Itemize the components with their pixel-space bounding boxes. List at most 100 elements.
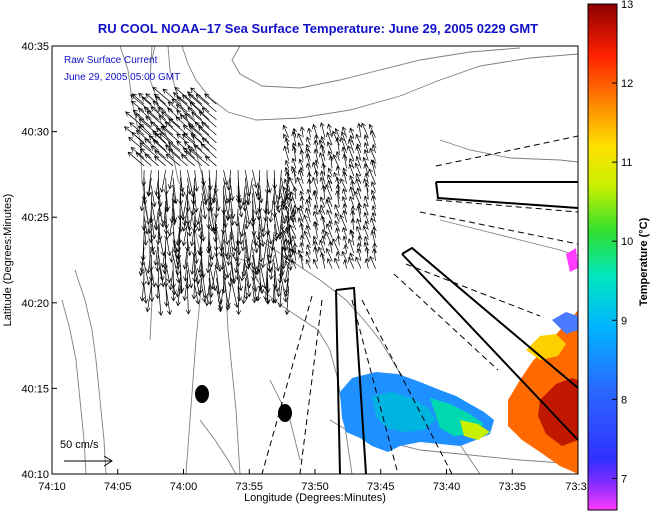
current-vector (160, 125, 181, 143)
current-vector (146, 170, 152, 197)
current-vector (368, 123, 376, 138)
current-vector (206, 231, 212, 252)
current-vector (182, 247, 188, 270)
current-vector (336, 235, 342, 246)
current-vector (354, 162, 362, 177)
current-vector (152, 100, 166, 113)
current-vector (207, 170, 213, 191)
current-vector (154, 95, 174, 113)
current-vector (291, 142, 297, 154)
current-vector (163, 216, 169, 235)
current-vector (281, 239, 286, 270)
current-vector (201, 177, 209, 204)
current-vector (282, 229, 290, 246)
current-vector (226, 177, 232, 203)
current-vector (303, 214, 311, 231)
current-vector (169, 193, 175, 224)
current-vector (130, 94, 152, 113)
current-vector (335, 227, 341, 238)
radar-beams (335, 181, 579, 475)
current-vector (131, 131, 152, 151)
current-vector (146, 110, 166, 128)
current-vector (227, 270, 233, 287)
current-vector (187, 262, 194, 289)
current-vector (127, 151, 145, 167)
current-vector (305, 198, 311, 215)
current-vector (334, 220, 340, 231)
current-vector (291, 235, 297, 246)
current-vector (195, 94, 217, 113)
current-vector (335, 183, 341, 200)
current-vector (283, 262, 290, 284)
current-vector (184, 150, 203, 167)
current-vector (362, 225, 369, 238)
current-vector (163, 270, 169, 288)
current-vector (246, 177, 253, 206)
x-tick-label: 73:55 (235, 481, 263, 493)
current-vector (179, 200, 187, 227)
current-vector (305, 259, 311, 269)
current-vector (306, 136, 311, 146)
current-vector (200, 143, 217, 159)
current-vector (157, 216, 163, 241)
current-vector (201, 121, 217, 136)
current-vector (292, 127, 298, 138)
current-vector (139, 148, 152, 159)
current-vector (155, 127, 174, 143)
current-vector (349, 195, 355, 208)
x-axis: 74:10 74:05 74:00 73:55 73:50 73:45 73:40 73:35… (38, 469, 587, 493)
current-vector (272, 170, 278, 190)
current-vector (237, 216, 244, 246)
current-vector (348, 163, 355, 177)
current-vector (318, 152, 326, 169)
current-vector (145, 285, 152, 313)
current-vector (299, 126, 305, 138)
current-vector (241, 285, 247, 305)
current-vector (363, 149, 369, 161)
current-vector (335, 136, 341, 154)
current-vector (341, 126, 347, 138)
colorbar-ticks: 13 12 11 10 9 8 7 (612, 0, 633, 485)
current-vector (291, 259, 297, 269)
current-vector (160, 247, 167, 269)
current-vector (237, 270, 244, 292)
current-vector (258, 185, 264, 204)
current-vector (312, 258, 318, 269)
current-vector (185, 185, 191, 212)
current-vector (137, 107, 152, 120)
current-vector (348, 256, 355, 269)
radar-dashed-lines (261, 135, 578, 474)
current-vector (182, 277, 188, 302)
current-vector (192, 134, 210, 151)
current-vector (134, 113, 152, 128)
current-vector (216, 270, 222, 295)
current-vector (317, 246, 326, 262)
current-vector (176, 133, 188, 143)
current-vector (341, 196, 347, 208)
current-vector (193, 239, 199, 265)
current-vector (230, 200, 236, 220)
current-vector (355, 225, 362, 238)
current-vector (191, 111, 210, 128)
current-vector (188, 93, 210, 113)
current-vector (140, 231, 146, 262)
current-vector (297, 142, 304, 154)
scale-label: 50 cm/s (60, 439, 99, 451)
current-vector (303, 230, 311, 246)
colorbar-tick-label: 9 (621, 315, 627, 327)
current-vector (284, 205, 290, 223)
current-vector (143, 216, 149, 235)
current-vector (257, 270, 263, 291)
current-vector (296, 207, 304, 223)
current-vector (364, 235, 369, 246)
current-vector (155, 247, 161, 272)
current-vector (190, 87, 210, 105)
current-vector (356, 122, 362, 138)
current-vector (325, 184, 333, 200)
current-vector (198, 247, 204, 279)
current-vector (208, 216, 214, 232)
current-vector (312, 123, 318, 138)
current-vector (213, 231, 219, 252)
current-vector (320, 135, 326, 146)
current-vector (284, 238, 290, 254)
